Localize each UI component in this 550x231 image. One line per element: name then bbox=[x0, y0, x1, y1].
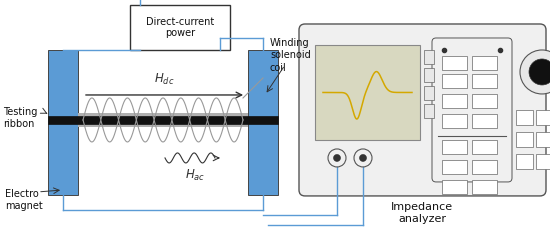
Text: Electro
magnet: Electro magnet bbox=[5, 189, 43, 211]
Bar bbox=[536, 110, 550, 125]
Bar bbox=[315, 45, 420, 140]
Text: $\mathbf{\it{H}}_{ac}$: $\mathbf{\it{H}}_{ac}$ bbox=[185, 168, 205, 183]
Text: Direct-current
power: Direct-current power bbox=[146, 17, 214, 38]
Bar bbox=[442, 74, 467, 88]
Bar bbox=[442, 160, 467, 174]
Circle shape bbox=[520, 50, 550, 94]
Bar bbox=[424, 50, 434, 64]
Bar bbox=[516, 132, 533, 147]
Bar bbox=[442, 180, 467, 194]
Circle shape bbox=[529, 59, 550, 85]
Bar bbox=[472, 114, 497, 128]
Bar bbox=[472, 180, 497, 194]
Bar bbox=[248, 50, 278, 195]
Bar bbox=[442, 114, 467, 128]
Bar bbox=[472, 56, 497, 70]
Bar bbox=[424, 104, 434, 118]
Circle shape bbox=[333, 155, 340, 161]
Bar bbox=[472, 140, 497, 154]
Bar bbox=[472, 94, 497, 108]
FancyBboxPatch shape bbox=[432, 38, 512, 182]
Bar bbox=[48, 116, 278, 124]
Circle shape bbox=[360, 155, 366, 161]
Bar bbox=[78, 113, 248, 127]
FancyBboxPatch shape bbox=[299, 24, 546, 196]
Bar bbox=[536, 154, 550, 169]
Bar bbox=[472, 160, 497, 174]
Text: Testing
ribbon: Testing ribbon bbox=[3, 107, 37, 129]
Bar bbox=[442, 56, 467, 70]
Bar bbox=[536, 132, 550, 147]
Text: Impedance
analyzer: Impedance analyzer bbox=[391, 202, 453, 224]
Bar bbox=[130, 5, 230, 50]
Bar bbox=[472, 74, 497, 88]
Bar bbox=[516, 154, 533, 169]
Bar bbox=[442, 140, 467, 154]
Bar bbox=[516, 110, 533, 125]
Text: $\mathbf{\it{H}}_{dc}$: $\mathbf{\it{H}}_{dc}$ bbox=[154, 72, 175, 87]
Text: Winding
solenoid
coil: Winding solenoid coil bbox=[270, 38, 311, 73]
Bar bbox=[442, 94, 467, 108]
Bar bbox=[424, 86, 434, 100]
Bar bbox=[424, 68, 434, 82]
Bar bbox=[48, 50, 78, 195]
